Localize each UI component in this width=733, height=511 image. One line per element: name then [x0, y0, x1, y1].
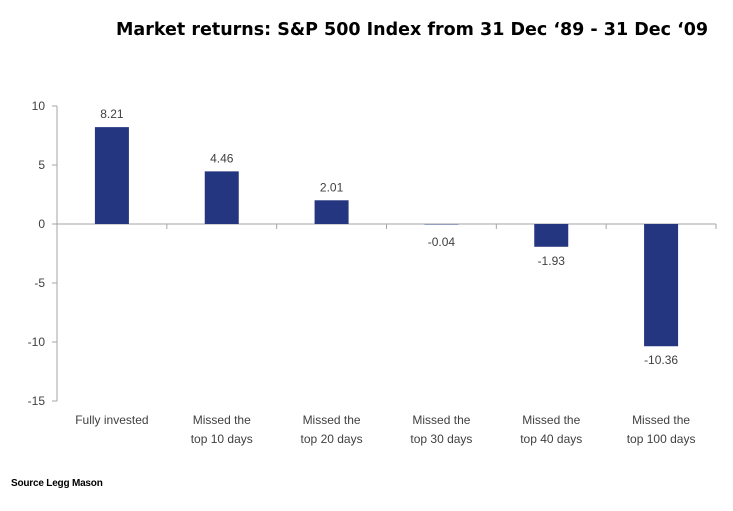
y-tick-label: 10 [32, 99, 46, 113]
category-label: Missed the top 30 days [410, 413, 472, 446]
category-label: Missed the top 10 days [191, 413, 253, 446]
bar [534, 224, 569, 247]
data-label: 4.46 [210, 151, 234, 165]
x-axis-ticks [166, 224, 717, 229]
y-tick-label: 0 [38, 217, 45, 231]
data-label: 2.01 [320, 180, 344, 194]
data-label: -0.04 [428, 235, 456, 249]
y-tick-label: -10 [28, 335, 46, 349]
bar [644, 224, 679, 347]
bars [94, 127, 679, 347]
source-note: Source Legg Mason [11, 478, 103, 489]
category-label: Missed the top 20 days [301, 413, 363, 446]
data-label: -1.93 [538, 254, 566, 268]
data-labels: 8.21 4.46 2.01 -0.04 -1.93 -10.36 [100, 107, 678, 367]
bar [204, 171, 239, 224]
category-labels: Fully invested Missed the top 10 days Misse… [75, 413, 695, 446]
bar [94, 127, 129, 224]
y-axis-ticks: 10 5 0 -5 -10 -15 [28, 99, 57, 408]
data-label: 8.21 [100, 107, 124, 121]
category-label: Fully invested [75, 413, 148, 427]
category-label: Missed the top 40 days [520, 413, 582, 446]
chart-title: Market returns: S&P 500 Index from 31 De… [116, 20, 709, 40]
category-label: Missed the top 100 days [627, 413, 696, 446]
bar [314, 200, 349, 224]
y-tick-label: 5 [38, 158, 45, 172]
data-label: -10.36 [644, 353, 678, 367]
y-tick-label: -15 [28, 394, 46, 408]
y-tick-label: -5 [34, 276, 45, 290]
